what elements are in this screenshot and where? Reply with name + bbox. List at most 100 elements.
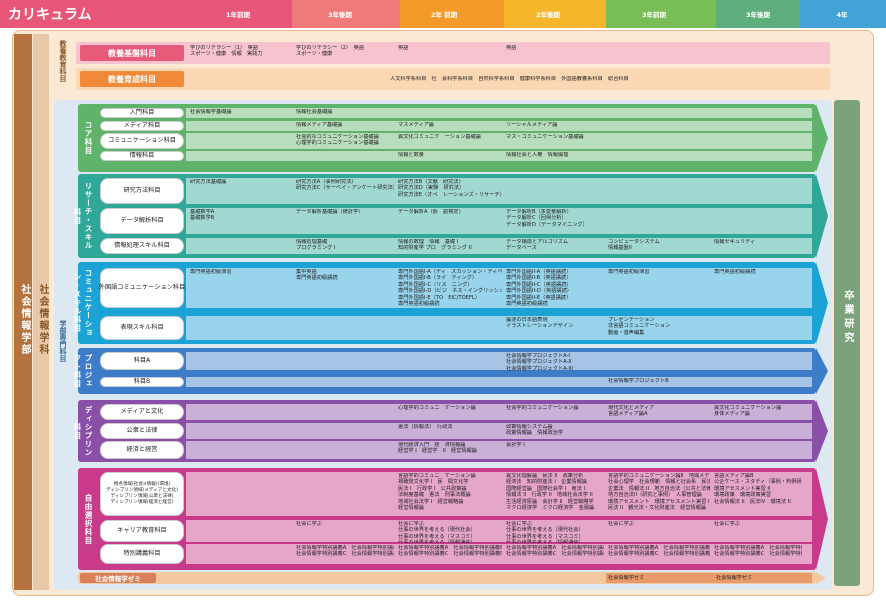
term-label: 1年前期: [225, 11, 251, 19]
subject-cell: 言語学的コミュニ ケーション論 視聴覚文化学 I 民 間文化学 民法 I 行政学…: [398, 473, 476, 512]
subject-cell: 社会情報学特別講義A 社会情報学特別講義B 社会情報学特別講義C 社会情報学特別…: [714, 545, 802, 558]
subject-cell: 社会に学ぶ: [296, 521, 322, 527]
subject-cell: 基礎数学A 基礎数学B: [190, 209, 215, 222]
subject-cell: 情報社会と人権 情報倫理: [506, 152, 569, 158]
subject-cell: 言語学的コミュニケーション論II 地域メディア論 社会心理学 社会規範 情報と社…: [608, 473, 710, 512]
subject-cell: 専門英語初級演習: [608, 269, 650, 275]
group-label: コミュニケーション・スキル科目: [73, 269, 93, 337]
row-label: 表現スキル科目: [100, 316, 184, 340]
row-lane: [186, 472, 812, 516]
group-arrow: [816, 348, 828, 394]
row-lane: [186, 133, 812, 149]
header-segment: [0, 0, 188, 28]
subject-cell: 社会情報学特別講義A 社会情報学特別講義B 社会情報学特別講義C 社会情報学特別…: [506, 545, 604, 558]
subject-cell: 現代経済入門 経 済情報論 経営学 I 経営学 II 経営情報論: [398, 442, 477, 455]
row-lane: [186, 544, 812, 564]
subject-cell: コンピュータシステム 情報基盤II: [608, 239, 660, 252]
row-lane: [186, 404, 812, 420]
term-label: 2年後期: [535, 11, 561, 19]
row-label: 情報処理スキル科目: [100, 238, 184, 254]
seminar-arrow: [816, 572, 826, 584]
row-lane: [186, 352, 812, 370]
row-lane: [186, 208, 812, 234]
faculty-label: 社会情報学部: [19, 284, 30, 356]
subject-cell: 社会に学ぶ 仕事の世界を考える（現代社会） 仕事の世界を考える（マスコミ） 仕事…: [506, 521, 584, 543]
subject-cell: 情報処理基礎 プログラミング I: [296, 239, 336, 252]
subject-cell: データ解析A（仮 説検定）: [398, 209, 464, 215]
subject-cell: 研究方法B（文献 研究法） 研究方法D（実験 研究法） 研究方法E（オペ レーシ…: [398, 179, 502, 198]
row-lane: [186, 268, 812, 308]
row-label: 外国語コミュニケーション科目: [99, 268, 185, 308]
row-label: 科目B: [100, 377, 184, 387]
subject-cell: 異文化コミュニケーション論 身体メディア論: [714, 405, 782, 418]
subject-cell: 社会情報学特別講義A 社会情報学特別講義B 社会情報学特別講義C 社会情報学特別…: [296, 545, 394, 558]
subject-cell: 研究方法A（事例研究法） 研究方法C（サーベイ・アンケート研究法）: [296, 179, 394, 192]
subject-cell: 現代文化とメディア 言語メディア論A: [608, 405, 655, 418]
general-cell: 英語: [506, 45, 517, 51]
general-education-label: 教養教育科目: [59, 40, 67, 82]
subject-cell: プレゼンテーション 非言語コミュニケーション 動画・音声編集: [608, 317, 671, 336]
row-lane: [186, 178, 812, 204]
row-lane: [186, 316, 812, 340]
header-segment: [400, 0, 504, 28]
row-label: 科目A: [100, 352, 184, 370]
subject-cell: データ解析基礎論（統計学）: [296, 209, 364, 215]
row-lane: [186, 238, 812, 254]
header-segment: [606, 0, 716, 28]
subject-cell: 社会情報学プロジェクトB: [608, 378, 669, 384]
department-label: 社会情報学科: [37, 284, 48, 356]
group-arrow: [816, 400, 828, 462]
general-row-label: 教養基盤科目: [80, 45, 184, 61]
row-lane: [186, 441, 812, 459]
row-label: 研究方法科目: [100, 178, 184, 204]
header-bar: カリキュラム 1年前期 3年後期 2年 前期 2年後期 3年前期 3年後期 4年: [0, 0, 886, 28]
subject-cell: 情報社会基礎論: [296, 109, 333, 115]
seminar-cell: 社会情報学ゼミ: [716, 575, 753, 581]
subject-cell: 情報セキュリティ: [714, 239, 756, 245]
graduation-research-box: 卒業研究: [834, 100, 860, 586]
subject-cell: 情報と数量: [398, 152, 424, 158]
major-subjects-label: 学部専門科目: [59, 320, 67, 362]
general-row-band: [76, 68, 830, 90]
row-label: 特別講義科目: [100, 544, 184, 564]
row-label: 視点領域(社会)(情報)(環境) ディシプリン領域(メディアと文化) ディシプリ…: [100, 472, 184, 516]
general-cell: 学びのリテラシー（1） 英語 スポーツ・健康 情報 実践力: [190, 45, 263, 58]
subject-cell: 社会情報学特別講義A 社会情報学特別講義B 社会情報学特別講義C 社会情報学特別…: [398, 545, 502, 558]
row-label: コミュニケーション科目: [100, 133, 184, 149]
subject-cell: 政策情報システム論 政策情報論 情報政治学: [506, 424, 564, 437]
subject-cell: 専門英語初級演習: [190, 269, 232, 275]
subject-cell: 異文化理解論 民法 II 政策分析 経済法 知的財産法 I 企業情報論 国際経営…: [506, 473, 595, 512]
subject-cell: 専門外国語II-A（英語講読） 専門外国語II-B（英語講読） 専門外国語II-…: [506, 269, 572, 308]
subject-cell: 異文化コミュニケ ーション基礎論: [398, 134, 481, 140]
subject-cell: 心理学的コミュニ ケーション論: [398, 405, 476, 411]
row-lane: [186, 108, 812, 118]
term-label: 3年前期: [641, 11, 667, 19]
row-lane: [186, 377, 812, 387]
group-arrow: [816, 262, 828, 344]
group-arrow: [816, 174, 828, 258]
general-row-band: [76, 42, 830, 64]
page-title: カリキュラム: [8, 7, 92, 23]
subject-cell: 集中英語 専門英語初級講読: [296, 269, 338, 282]
subject-cell: 社会情報学特別講義A 社会情報学特別講義B 社会情報学特別講義C 社会情報学特別…: [608, 545, 710, 558]
subject-cell: 専門外国語I-A（ディ スカッション・ディベート） 専門外国語I-B（ライ ティ…: [398, 269, 502, 308]
graduation-research-label: 卒業研究: [842, 290, 853, 346]
seminar-label: 社会情報学ゼミ: [80, 573, 156, 583]
row-label: 経済と経営: [100, 441, 184, 459]
subject-cell: 社会的なコミュニケーション基礎論 心理学的コミュニケーション基礎論: [296, 134, 379, 147]
faculty-band: 社会情報学部: [14, 34, 32, 590]
row-lane: [186, 151, 812, 161]
header-segment: [716, 0, 800, 28]
group-label: プロジェクト科目: [73, 354, 93, 388]
group-label: ディシプリン科目: [73, 405, 93, 457]
general-cell: 学びのリテラシー（2） 英語 スポーツ・健康: [296, 45, 365, 58]
row-lane: [186, 121, 812, 131]
subject-cell: 言語メディア論B 公企ケース・スタディ（事例・判例研究） 環境アセスメント実習 …: [714, 473, 802, 505]
header-segment: [292, 0, 400, 28]
row-label: メディアと文化: [100, 404, 184, 420]
subject-cell: 社会に学ぶ: [714, 521, 740, 527]
subject-cell: 憲法（情報法） 行政法: [398, 424, 453, 430]
row-label: データ解析科目: [100, 208, 184, 234]
group-label: リサーチ・スキル科目: [73, 182, 93, 250]
